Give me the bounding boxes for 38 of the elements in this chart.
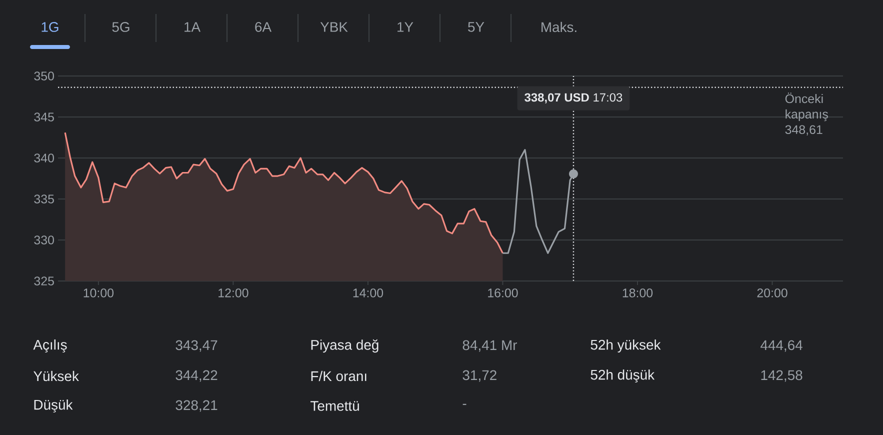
y-tick-label: 350: [34, 72, 54, 80]
text: 52h yüksek: [590, 339, 661, 352]
text: F/K oranı: [311, 370, 366, 382]
y-tick-label: 345: [34, 112, 54, 122]
text: 5G: [112, 22, 130, 32]
x-tick-label: 20:00: [757, 288, 788, 298]
text: Temettü: [310, 401, 359, 411]
text: 31,72: [462, 370, 496, 382]
y-tick-label: 325: [34, 276, 54, 286]
text: Yüksek: [34, 370, 79, 382]
x-tick-label: 18:00: [622, 288, 653, 298]
text: Piyasa değ: [311, 339, 378, 353]
text: 52h düşük: [590, 369, 655, 383]
x-tick-label: 10:00: [84, 288, 114, 298]
text: 6A: [255, 22, 272, 32]
y-tick-label: 340: [34, 154, 54, 162]
text: 444,64: [760, 340, 802, 352]
text: Düşük: [34, 399, 73, 413]
annotation: 338,07 USD 17:03: [524, 93, 622, 104]
x-tick-label: 12:00: [218, 288, 248, 298]
text: 344,22: [176, 370, 218, 382]
text: 142,58: [761, 370, 802, 382]
ref-line-label: Önceki kapanış 348,61: [785, 92, 828, 136]
text: YBK: [320, 22, 348, 32]
text: -: [462, 404, 466, 405]
text: 84,41 Mr: [462, 340, 518, 352]
text: Maks.: [542, 22, 576, 32]
text: 343,47: [176, 340, 218, 352]
x-tick-label: 16:00: [488, 288, 518, 298]
y-tick-label: 335: [34, 194, 54, 204]
text: 1A: [184, 22, 201, 32]
text: 5Y: [468, 22, 484, 32]
y-tick-label: 330: [34, 236, 54, 244]
text: Açılış: [33, 339, 67, 353]
x-tick-label: 14:00: [353, 288, 384, 298]
text: 1G: [42, 22, 58, 32]
text: 1Y: [398, 22, 414, 32]
text: 328,21: [176, 400, 218, 412]
